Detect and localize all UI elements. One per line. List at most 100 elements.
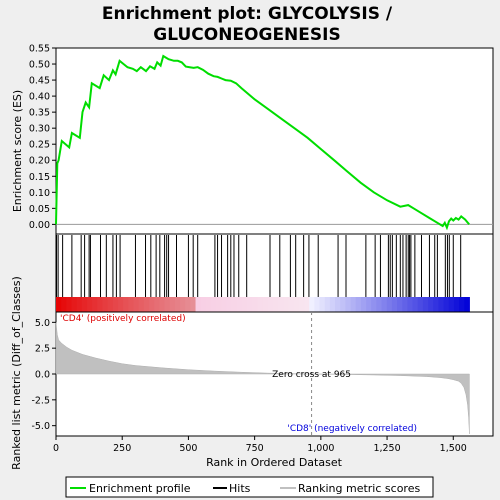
colorbar-segment (252, 297, 259, 312)
metric-tick-label: 0.0 (35, 370, 50, 381)
colorbar-segment (247, 297, 253, 312)
colorbar-segment (195, 297, 202, 312)
es-tick-label: 0.30 (29, 124, 50, 135)
x-tick-label: 750 (246, 443, 264, 454)
colorbar-segment (319, 297, 326, 312)
colorbar-segment (407, 297, 414, 312)
hits-markers (56, 235, 462, 297)
colorbar-segment (159, 297, 166, 312)
colorbar-segment (355, 297, 362, 312)
es-tick-label: 0.05 (29, 204, 50, 215)
colorbar-segment (81, 297, 88, 312)
colorbar-segment (123, 297, 129, 312)
colorbar-segment (133, 297, 140, 312)
legend-label-enrichment-profile: Enrichment profile (89, 482, 191, 495)
x-tick-label: 250 (113, 443, 131, 454)
colorbar-segment (433, 297, 439, 312)
colorbar-segment (190, 297, 197, 312)
es-tick-label: 0.10 (29, 188, 50, 199)
colorbar-segment (293, 297, 300, 312)
colorbar-segment (273, 297, 279, 312)
negative-class-label: 'CD8' (negatively correlated) (287, 424, 417, 434)
colorbar-segment (428, 297, 434, 312)
colorbar-segment (102, 297, 109, 312)
x-tick-label: 500 (179, 443, 197, 454)
colorbar-segment (205, 297, 212, 312)
colorbar-segment (66, 297, 73, 312)
metric-tick-label: 5.0 (35, 318, 50, 329)
es-panel-frame (55, 47, 494, 235)
colorbar-segment (448, 297, 455, 312)
es-tick-label: 0.35 (29, 108, 50, 119)
colorbar-segment (118, 297, 124, 312)
colorbar-segment (412, 297, 419, 312)
colorbar-segment (329, 297, 336, 312)
legend: Enrichment profile Hits Ranking metric s… (65, 476, 434, 498)
x-tick-label: 1,250 (373, 443, 400, 454)
colorbar-segment (402, 297, 408, 312)
colorbar-segment (350, 297, 357, 312)
colorbar-segment (76, 297, 83, 312)
colorbar-segment (422, 297, 429, 312)
colorbar-segment (200, 297, 207, 312)
colorbar-segment (298, 297, 305, 312)
colorbar-segment (87, 297, 93, 312)
colorbar-segment (107, 297, 114, 312)
colorbar-segment (314, 297, 321, 312)
legend-label-hits: Hits (229, 482, 251, 495)
colorbar-segment (324, 297, 331, 312)
es-tick-label: 0.20 (29, 156, 50, 167)
colorbar-segment (71, 297, 78, 312)
colorbar-segment (335, 297, 341, 312)
colorbar-segment (221, 297, 228, 312)
colorbar-segment (236, 297, 243, 312)
es-tick-label: 0.45 (29, 76, 50, 87)
colorbar-segment (417, 297, 424, 312)
colorbar-segment (278, 297, 284, 312)
colorbar-segment (376, 297, 383, 312)
colorbar-segment (174, 297, 181, 312)
colorbar-segment (257, 297, 264, 312)
colorbar-segment (216, 297, 222, 312)
colorbar-segment (128, 297, 135, 312)
positive-class-label: 'CD4' (positively correlated) (60, 314, 186, 324)
colorbar-segment (453, 297, 460, 312)
chart-title-line-1: Enrichment plot: GLYCOLYSIS / (102, 4, 393, 24)
colorbar-segment (391, 297, 398, 312)
colorbar-segment (360, 297, 367, 312)
x-tick-label: 1,500 (440, 443, 467, 454)
zero-cross-label: Zero cross at 965 (272, 370, 351, 380)
colorbar-segment (371, 297, 377, 312)
colorbar-segment (149, 297, 155, 312)
colorbar-segment (459, 297, 465, 312)
metric-tick-label: -2.5 (31, 395, 50, 406)
colorbar-segment (185, 297, 191, 312)
es-tick-label: 0.15 (29, 172, 50, 183)
legend-label-ranking-metric: Ranking metric scores (298, 482, 420, 495)
legend-box (65, 476, 434, 498)
chart-title-line-2: GLUCONEOGENESIS (153, 25, 340, 45)
colorbar-segment (288, 297, 295, 312)
metric-axis-label: Ranked list metric (Diff_of_Classes) (10, 276, 23, 470)
colorbar-segment (283, 297, 290, 312)
rank-colorbar (56, 297, 470, 312)
colorbar-segment (226, 297, 233, 312)
ranking-metric-area (55, 322, 470, 434)
x-tick-label: 1,000 (307, 443, 334, 454)
colorbar-segment (262, 297, 269, 312)
es-axis-label: Enrichment score (ES) (11, 90, 24, 212)
colorbar-segment (231, 297, 238, 312)
colorbar-segment (267, 297, 274, 312)
colorbar-segment (386, 297, 393, 312)
colorbar-segment (180, 297, 186, 312)
es-tick-label: 0.55 (29, 44, 50, 55)
colorbar-segment (345, 297, 352, 312)
colorbar-segment (92, 297, 98, 312)
colorbar-segment (304, 297, 310, 312)
enrichment-profile-line (55, 54, 470, 231)
es-tick-label: 0.25 (29, 140, 50, 151)
metric-tick-label: 2.5 (35, 344, 50, 355)
colorbar-segment (61, 297, 67, 312)
colorbar-segment (112, 297, 119, 312)
